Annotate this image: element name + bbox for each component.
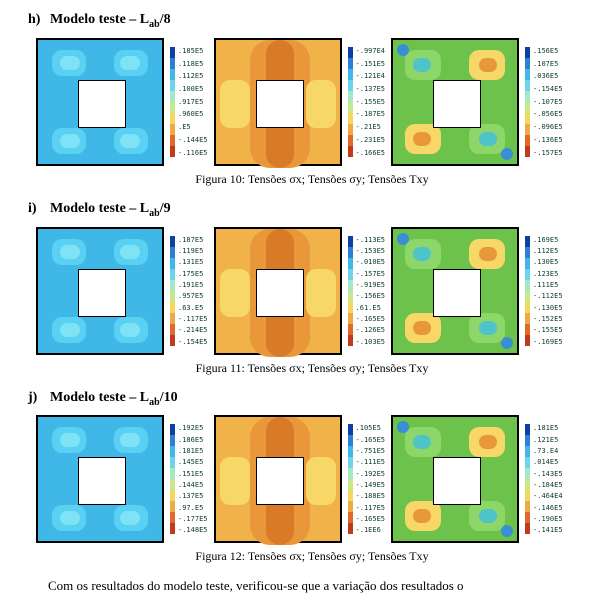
legend-values: .169E5.112E5.130E5.123E5.111E5-.112E5-.1… (533, 236, 563, 346)
legend-values: .192E5.186E5.181E5.145E5.151E5.144E5.137… (178, 424, 208, 534)
plot-sigma-x (36, 38, 164, 166)
legend-colorbar (348, 424, 353, 534)
plot-tau-xy (391, 415, 519, 543)
section-heading: h)Modelo teste – Lab/8 (28, 12, 596, 30)
legend-colorbar (525, 47, 530, 157)
figure-caption: Figura 12: Tensões σx; Tensões σy; Tensõ… (28, 549, 596, 564)
plot-sigma-y (214, 227, 342, 355)
figure-caption: Figura 10: Tensões σx; Tensões σy; Tensõ… (28, 172, 596, 187)
legend-colorbar (525, 424, 530, 534)
figure-caption: Figura 11: Tensões σx; Tensões σy; Tensõ… (28, 361, 596, 376)
legend-values: .105E5-.165E5-.751E5-.111E5-.192E5-.149E… (356, 424, 386, 534)
legend-values: -.997E4-.151E5-.121E4-.137E5-.155E5-.187… (356, 47, 386, 157)
figure-row: .192E5.186E5.181E5.145E5.151E5.144E5.137… (36, 415, 596, 543)
legend: .181E5.121E5.73.E4.014E5-.143E5-.184E5-.… (525, 415, 563, 543)
legend-colorbar (170, 424, 175, 534)
legend: .187E5.119E5.131E5.175E5.191E5.957E5.63.… (170, 227, 208, 355)
legend-values: .185E5.118E5.112E5.100E5.917E5.960E5.E5-… (178, 47, 208, 157)
legend-values: .156E5.107E5.036E5-.154E5-.107E5-.056E5-… (533, 47, 563, 157)
legend-colorbar (348, 236, 353, 346)
plot-sigma-x (36, 227, 164, 355)
section-heading: i)Modelo teste – Lab/9 (28, 201, 596, 219)
legend: -.113E5-.153E5-.010E5-.157E5-.919E5-.156… (348, 227, 386, 355)
legend-colorbar (170, 236, 175, 346)
plot-sigma-y (214, 38, 342, 166)
legend: -.997E4-.151E5-.121E4-.137E5-.155E5-.187… (348, 38, 386, 166)
plot-tau-xy (391, 38, 519, 166)
figure-row: .187E5.119E5.131E5.175E5.191E5.957E5.63.… (36, 227, 596, 355)
plot-sigma-y (214, 415, 342, 543)
legend-colorbar (348, 47, 353, 157)
legend-colorbar (170, 47, 175, 157)
footer-text: Com os resultados do modelo teste, verif… (28, 578, 596, 594)
section-heading: j)Modelo teste – Lab/10 (28, 390, 596, 408)
legend-values: .181E5.121E5.73.E4.014E5-.143E5-.184E5-.… (533, 424, 563, 534)
figure-row: .185E5.118E5.112E5.100E5.917E5.960E5.E5-… (36, 38, 596, 166)
legend: .185E5.118E5.112E5.100E5.917E5.960E5.E5-… (170, 38, 208, 166)
legend: .156E5.107E5.036E5-.154E5-.107E5-.056E5-… (525, 38, 563, 166)
legend: .192E5.186E5.181E5.145E5.151E5.144E5.137… (170, 415, 208, 543)
plot-sigma-x (36, 415, 164, 543)
plot-tau-xy (391, 227, 519, 355)
legend: .169E5.112E5.130E5.123E5.111E5-.112E5-.1… (525, 227, 563, 355)
legend-values: -.113E5-.153E5-.010E5-.157E5-.919E5-.156… (356, 236, 386, 346)
legend-values: .187E5.119E5.131E5.175E5.191E5.957E5.63.… (178, 236, 208, 346)
legend-colorbar (525, 236, 530, 346)
legend: .105E5-.165E5-.751E5-.111E5-.192E5-.149E… (348, 415, 386, 543)
